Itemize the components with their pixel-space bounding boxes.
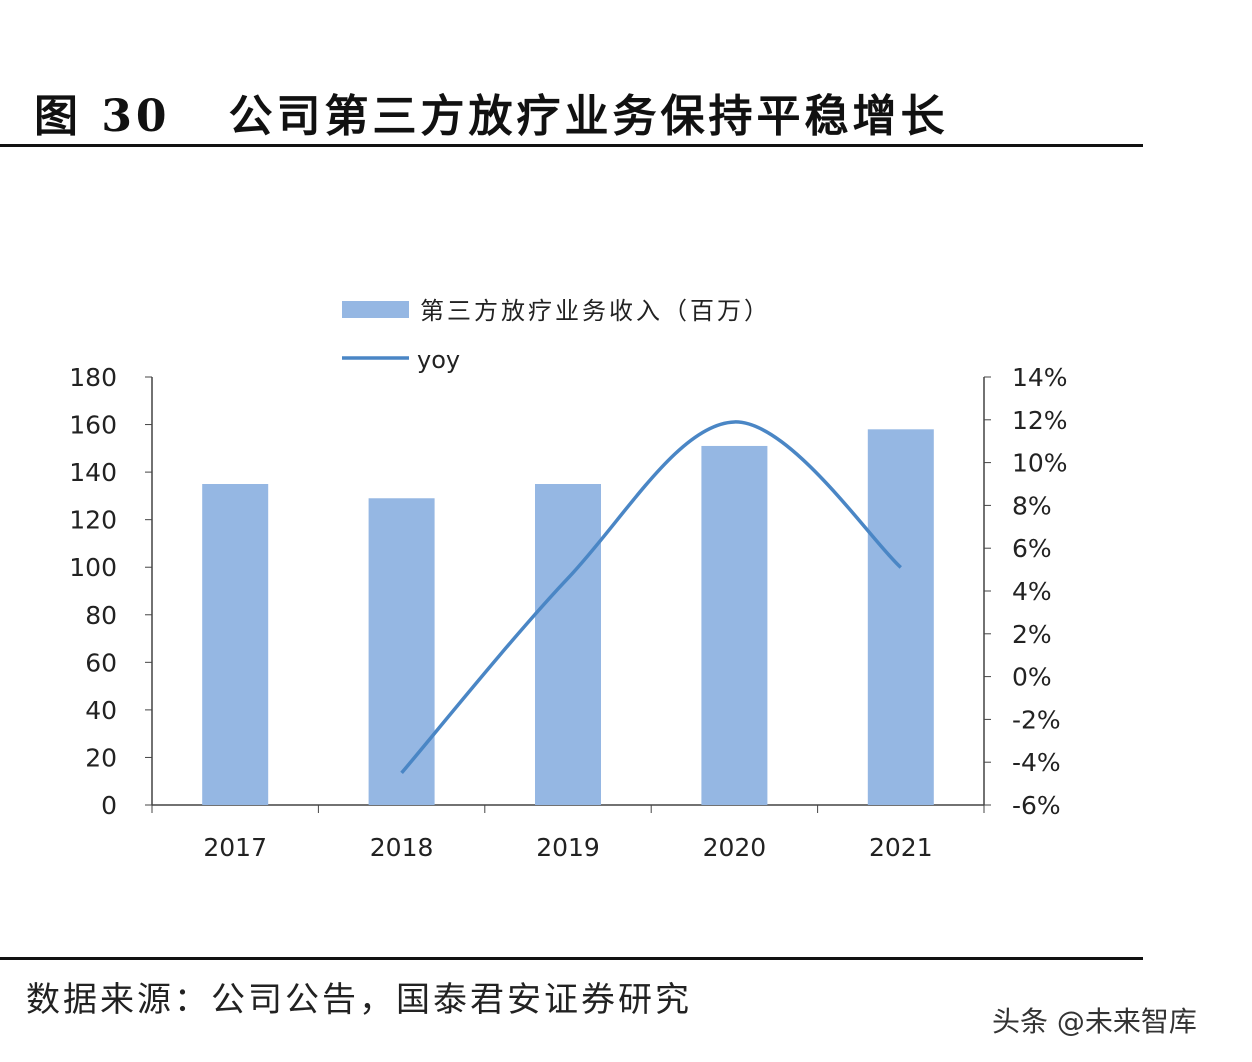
source-note: 数据来源：公司公告，国泰君安证券研究 bbox=[26, 980, 692, 1020]
bar-2017 bbox=[202, 484, 269, 805]
right-tick-label: 2% bbox=[1012, 620, 1052, 649]
figure-title: 图 30 公司第三方放疗业务保持平稳增长 bbox=[34, 91, 949, 142]
right-tick-label: 14% bbox=[1012, 363, 1068, 392]
title-rule bbox=[0, 144, 1143, 147]
right-tick-label: 8% bbox=[1012, 491, 1052, 520]
x-tick-label: 2021 bbox=[869, 833, 933, 862]
right-tick-label: 10% bbox=[1012, 449, 1068, 478]
left-tick-label: 160 bbox=[69, 411, 117, 440]
left-tick-label: 0 bbox=[101, 791, 117, 820]
left-tick-label: 140 bbox=[69, 458, 117, 487]
x-tick-label: 2020 bbox=[703, 833, 767, 862]
right-tick-label: 0% bbox=[1012, 663, 1052, 692]
legend-line-label: yoy bbox=[417, 346, 460, 374]
left-tick-label: 100 bbox=[69, 553, 117, 582]
legend-bar-label: 第三方放疗业务收入（百万） bbox=[420, 297, 771, 325]
bar-2019 bbox=[535, 484, 601, 805]
watermark: 头条 @未来智库 bbox=[992, 1005, 1197, 1038]
legend-bar-swatch bbox=[342, 301, 409, 318]
right-tick-label: 4% bbox=[1012, 577, 1052, 606]
left-tick-label: 20 bbox=[85, 743, 117, 772]
left-tick-label: 120 bbox=[69, 506, 117, 535]
left-tick-label: 40 bbox=[85, 696, 117, 725]
x-tick-label: 2017 bbox=[203, 833, 267, 862]
left-tick-label: 60 bbox=[85, 648, 117, 677]
yoy-line bbox=[400, 420, 902, 775]
right-tick-label: 12% bbox=[1012, 406, 1068, 435]
right-tick-label: -6% bbox=[1012, 791, 1061, 820]
bar-2020 bbox=[701, 445, 768, 805]
source-rule bbox=[0, 957, 1143, 960]
right-tick-label: -4% bbox=[1012, 748, 1061, 777]
right-tick-label: -2% bbox=[1012, 705, 1061, 734]
bar-2018 bbox=[368, 498, 435, 805]
right-tick-label: 6% bbox=[1012, 534, 1052, 563]
left-tick-label: 180 bbox=[69, 363, 117, 392]
left-tick-label: 80 bbox=[85, 601, 117, 630]
x-tick-label: 2018 bbox=[370, 833, 434, 862]
bar-2021 bbox=[867, 429, 934, 805]
x-tick-label: 2019 bbox=[536, 833, 600, 862]
chart: 0 20 40 60 80 100 120 140 160 180 -6% -4% -2% 0% 2% 4% 6… bbox=[69, 297, 1068, 862]
